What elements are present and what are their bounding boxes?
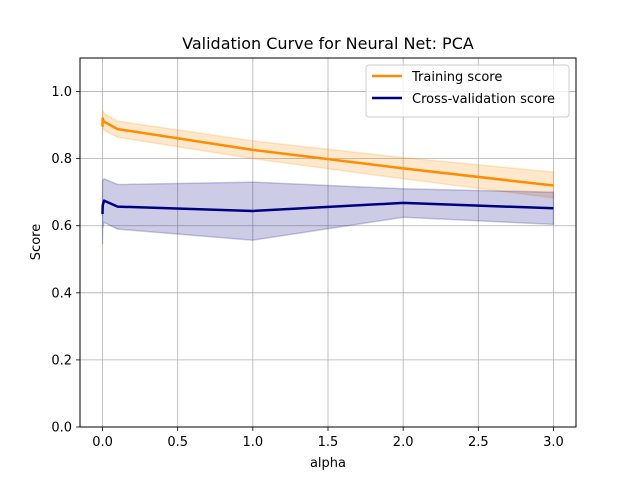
x-axis-label: alpha	[310, 456, 346, 471]
y-tick-label: 0.0	[51, 421, 72, 436]
y-tick-label: 0.6	[51, 219, 72, 234]
std-bands	[101, 109, 555, 245]
y-tick-label: 0.8	[51, 152, 72, 167]
y-tick-label: 0.4	[51, 286, 72, 301]
y-ticks: 0.0 0.2 0.4 0.6 0.8 1.0	[51, 85, 80, 436]
series-lines	[101, 117, 554, 215]
training-score-line	[101, 117, 554, 187]
x-tick-label: 2.5	[468, 435, 489, 450]
x-tick-label: 1.0	[243, 435, 264, 450]
y-tick-label: 0.2	[51, 353, 72, 368]
y-tick-label: 1.0	[51, 85, 72, 100]
x-ticks: 0.0 0.5 1.0 1.5 2.0 2.5 3.0	[92, 427, 564, 450]
x-tick-label: 1.5	[318, 435, 339, 450]
legend-label-training: Training score	[411, 70, 502, 85]
chart-title: Validation Curve for Neural Net: PCA	[182, 34, 474, 53]
cross-validation-score-line	[101, 199, 554, 215]
legend-box	[365, 64, 570, 118]
legend-label-cross-validation: Cross-validation score	[412, 92, 555, 107]
x-tick-label: 3.0	[543, 435, 564, 450]
legend: Training score Cross-validation score	[365, 64, 570, 118]
training-score-std-band	[101, 109, 555, 199]
y-axis-label: Score	[29, 224, 44, 260]
x-tick-label: 0.0	[92, 435, 113, 450]
x-tick-label: 0.5	[167, 435, 188, 450]
cross-validation-score-std-band	[101, 177, 555, 245]
x-tick-label: 2.0	[393, 435, 414, 450]
